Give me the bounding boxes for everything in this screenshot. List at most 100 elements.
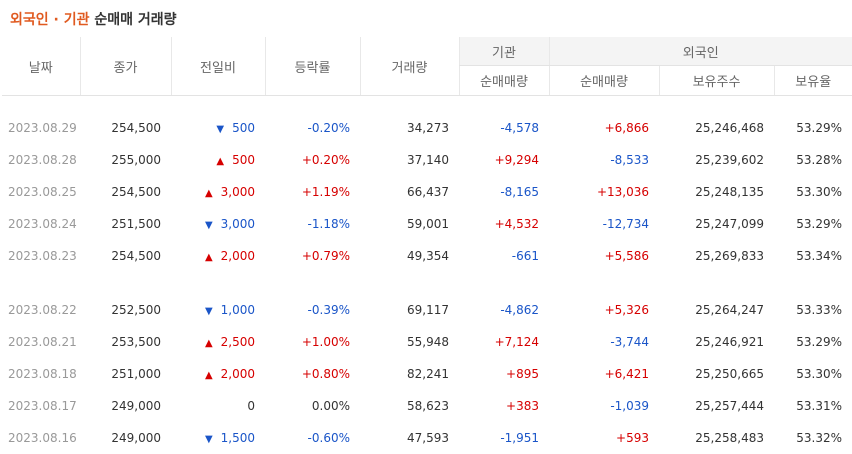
foreign-ratio-cell: 53.33% xyxy=(774,294,852,326)
inst-net-cell: +895 xyxy=(459,358,549,390)
inst-net-cell-value: +4,532 xyxy=(495,217,539,231)
foreign-net-cell-value: +5,586 xyxy=(605,249,649,263)
change-cell-value: 3,000 xyxy=(221,185,255,199)
foreign-ratio-cell: 53.29% xyxy=(774,326,852,358)
foreign-ratio-cell-value: 53.31% xyxy=(796,399,842,413)
foreign-ratio-cell: 53.30% xyxy=(774,176,852,208)
date-cell: 2023.08.25 xyxy=(2,176,80,208)
foreign-net-cell: +6,421 xyxy=(549,358,659,390)
foreign-ratio-cell-value: 53.29% xyxy=(796,335,842,349)
date-cell: 2023.08.21 xyxy=(2,326,80,358)
change-cell: 0 xyxy=(171,390,265,422)
volume-cell: 34,273 xyxy=(360,112,459,144)
title-foreign-institution: 외국인 · 기관 xyxy=(10,12,89,28)
foreign-net-cell: +5,586 xyxy=(549,240,659,272)
close-cell: 254,500 xyxy=(80,176,171,208)
rate-cell-value: -0.60% xyxy=(308,431,350,445)
rate-cell-value: +1.00% xyxy=(302,335,350,349)
foreign-hold-cell: 25,246,921 xyxy=(659,326,774,358)
rate-cell: -0.39% xyxy=(265,294,360,326)
change-cell-value: 2,500 xyxy=(221,335,255,349)
volume-cell: 49,354 xyxy=(360,240,459,272)
inst-net-cell-value: -1,951 xyxy=(500,431,539,445)
rate-cell: -1.18% xyxy=(265,208,360,240)
title-net-volume: 순매매 거래량 xyxy=(94,12,176,28)
change-cell: ▲2,500 xyxy=(171,326,265,358)
rate-cell-value: -1.18% xyxy=(308,217,350,231)
foreign-net-cell-value: +593 xyxy=(616,431,649,445)
rate-cell-value: -0.20% xyxy=(308,121,350,135)
date-cell: 2023.08.22 xyxy=(2,294,80,326)
foreign-hold-cell: 25,239,602 xyxy=(659,144,774,176)
trading-table: 날짜 종가 전일비 등락률 거래량 기관 외국인 순매매량 순매매량 보유주수 … xyxy=(2,37,852,454)
up-arrow-icon: ▲ xyxy=(205,188,213,199)
foreign-net-cell: +5,326 xyxy=(549,294,659,326)
date-cell: 2023.08.28 xyxy=(2,144,80,176)
foreign-hold-cell-value: 25,247,099 xyxy=(695,217,764,231)
header-inst-net: 순매매량 xyxy=(459,66,549,96)
change-cell-value: 2,000 xyxy=(221,367,255,381)
close-cell-value: 254,500 xyxy=(111,185,161,199)
down-arrow-icon: ▼ xyxy=(205,220,213,231)
foreign-ratio-cell: 53.31% xyxy=(774,390,852,422)
volume-cell-value: 58,623 xyxy=(407,399,449,413)
date-cell-value: 2023.08.21 xyxy=(8,335,77,349)
header-change: 전일비 xyxy=(171,37,265,96)
inst-net-cell: +9,294 xyxy=(459,144,549,176)
foreign-hold-cell-value: 25,258,483 xyxy=(695,431,764,445)
foreign-ratio-cell-value: 53.33% xyxy=(796,303,842,317)
foreign-hold-cell: 25,247,099 xyxy=(659,208,774,240)
foreign-net-cell-value: -12,734 xyxy=(603,217,649,231)
volume-cell-value: 37,140 xyxy=(407,153,449,167)
inst-net-cell: +7,124 xyxy=(459,326,549,358)
foreign-ratio-cell-value: 53.34% xyxy=(796,249,842,263)
foreign-ratio-cell: 53.30% xyxy=(774,358,852,390)
rate-cell-value: +0.80% xyxy=(302,367,350,381)
foreign-hold-cell: 25,269,833 xyxy=(659,240,774,272)
date-cell: 2023.08.18 xyxy=(2,358,80,390)
date-cell-value: 2023.08.22 xyxy=(8,303,77,317)
rate-cell: +0.80% xyxy=(265,358,360,390)
date-cell-value: 2023.08.18 xyxy=(8,367,77,381)
inst-net-cell: -8,165 xyxy=(459,176,549,208)
date-cell-value: 2023.08.28 xyxy=(8,153,77,167)
volume-cell: 37,140 xyxy=(360,144,459,176)
volume-cell: 58,623 xyxy=(360,390,459,422)
date-cell-value: 2023.08.29 xyxy=(8,121,77,135)
foreign-ratio-cell: 53.34% xyxy=(774,240,852,272)
foreign-hold-cell-value: 25,264,247 xyxy=(695,303,764,317)
rate-cell: +1.00% xyxy=(265,326,360,358)
volume-cell: 55,948 xyxy=(360,326,459,358)
foreign-hold-cell: 25,264,247 xyxy=(659,294,774,326)
close-cell-value: 251,000 xyxy=(111,367,161,381)
foreign-net-cell: +13,036 xyxy=(549,176,659,208)
rate-cell-value: 0.00% xyxy=(312,399,350,413)
header-foreign-net: 순매매량 xyxy=(549,66,659,96)
up-arrow-icon: ▲ xyxy=(205,370,213,381)
foreign-hold-cell: 25,248,135 xyxy=(659,176,774,208)
header-institution-group: 기관 xyxy=(459,37,549,66)
rate-cell: +1.19% xyxy=(265,176,360,208)
header-date: 날짜 xyxy=(2,37,80,96)
change-cell: ▲ 2,000 xyxy=(171,358,265,390)
header-volume: 거래량 xyxy=(360,37,459,96)
header-row-1: 날짜 종가 전일비 등락률 거래량 기관 외국인 xyxy=(2,37,852,66)
volume-cell: 66,437 xyxy=(360,176,459,208)
header-foreign-hold: 보유주수 xyxy=(659,66,774,96)
close-cell-value: 249,000 xyxy=(111,399,161,413)
foreign-net-cell-value: -3,744 xyxy=(610,335,649,349)
inst-net-cell: -4,862 xyxy=(459,294,549,326)
change-cell-value: 1,500 xyxy=(221,431,255,445)
change-cell-value: 1,000 xyxy=(221,303,255,317)
close-cell-value: 253,500 xyxy=(111,335,161,349)
foreign-hold-cell-value: 25,246,468 xyxy=(695,121,764,135)
close-cell-value: 255,000 xyxy=(111,153,161,167)
rate-cell-value: +0.79% xyxy=(302,249,350,263)
up-arrow-icon: ▲ xyxy=(216,156,224,167)
inst-net-cell-value: +383 xyxy=(506,399,539,413)
foreign-net-cell-value: -1,039 xyxy=(610,399,649,413)
header-close: 종가 xyxy=(80,37,171,96)
rate-cell-value: +0.20% xyxy=(302,153,350,167)
